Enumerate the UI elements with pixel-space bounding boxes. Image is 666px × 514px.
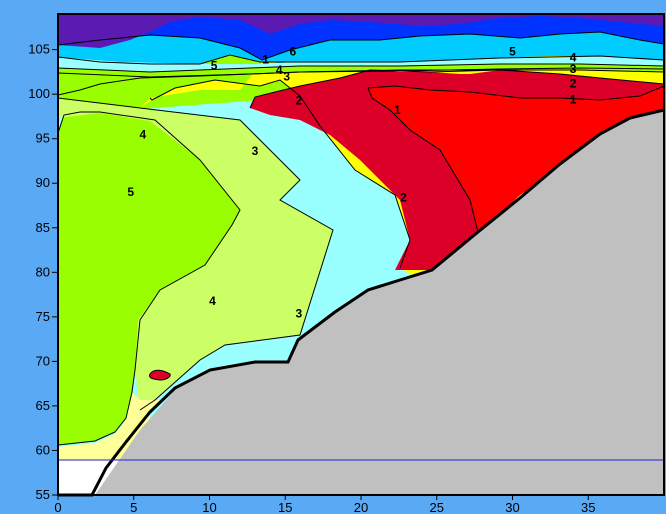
contour-label: 1 [394, 103, 401, 117]
y-tick-label-85: 85 [36, 220, 50, 235]
contour-label: 4 [139, 127, 146, 141]
contour-label: 5 [127, 185, 134, 199]
contour-label: 3 [283, 69, 290, 83]
contour-line-5 [57, 111, 241, 446]
x-tick-label-30: 30 [505, 500, 519, 514]
contour-label: 3 [252, 144, 259, 158]
y-tick-label-55: 55 [36, 487, 50, 502]
contour-label: 1 [570, 93, 577, 107]
land-boundary [58, 108, 665, 497]
contour-line-7 [57, 31, 665, 61]
land-mask [95, 110, 664, 495]
contour-label: 3 [570, 62, 577, 76]
contour-line-6 [57, 54, 665, 65]
contour-label: 4 [570, 51, 577, 65]
y-tick-label-65: 65 [36, 398, 50, 413]
region-red-patch [149, 369, 171, 381]
y-tick-label-95: 95 [36, 131, 50, 146]
x-axis: 0 5 10 15 20 25 30 35 [54, 495, 595, 514]
x-tick-label-0: 0 [54, 500, 61, 514]
contour-label: 5 [509, 44, 516, 58]
region-band-gt8 [58, 14, 664, 48]
contour-label: 2 [400, 190, 407, 204]
contour-label: 1 [262, 52, 269, 66]
contour-line-top-c [57, 67, 665, 78]
region-band-3-4 [58, 98, 333, 410]
contour-label: 5 [211, 59, 218, 73]
y-tick-label-100: 100 [28, 86, 50, 101]
y-axis: 55 60 65 70 75 80 85 90 95 100 105 [28, 42, 58, 502]
contour-label: 4 [209, 294, 216, 308]
y-tick-label-60: 60 [36, 442, 50, 457]
x-tick-label-10: 10 [202, 500, 216, 514]
contour-lines [57, 31, 665, 446]
x-tick-label-35: 35 [581, 500, 595, 514]
contour-label: 2 [296, 93, 303, 107]
region-bottom-band [58, 380, 190, 460]
y-tick-label-70: 70 [36, 353, 50, 368]
contour-label: 3 [296, 306, 303, 320]
region-band-7-8 [58, 14, 664, 60]
contour-label: 2 [570, 76, 577, 90]
contour-label: 4 [276, 63, 283, 77]
y-tick-label-90: 90 [36, 175, 50, 190]
y-tick-label-105: 105 [28, 42, 50, 57]
region-band-4-5-top [58, 64, 664, 95]
x-tick-label-20: 20 [354, 500, 368, 514]
contour-label: 6 [289, 44, 296, 58]
y-tick-label-80: 80 [36, 264, 50, 279]
contour-line-1b [367, 85, 665, 101]
x-tick-label-15: 15 [278, 500, 292, 514]
contour-line-2 [249, 69, 665, 109]
x-tick-label-5: 5 [130, 500, 137, 514]
x-tick-label-25: 25 [430, 500, 444, 514]
region-band-lt1 [368, 86, 664, 232]
region-band-5-6-top [58, 56, 664, 72]
contour-line-4 [57, 97, 334, 411]
y-tick-label-75: 75 [36, 309, 50, 324]
contour-line-1 [367, 87, 479, 233]
contour-line-top-a [57, 63, 665, 73]
plot-area [57, 13, 665, 497]
